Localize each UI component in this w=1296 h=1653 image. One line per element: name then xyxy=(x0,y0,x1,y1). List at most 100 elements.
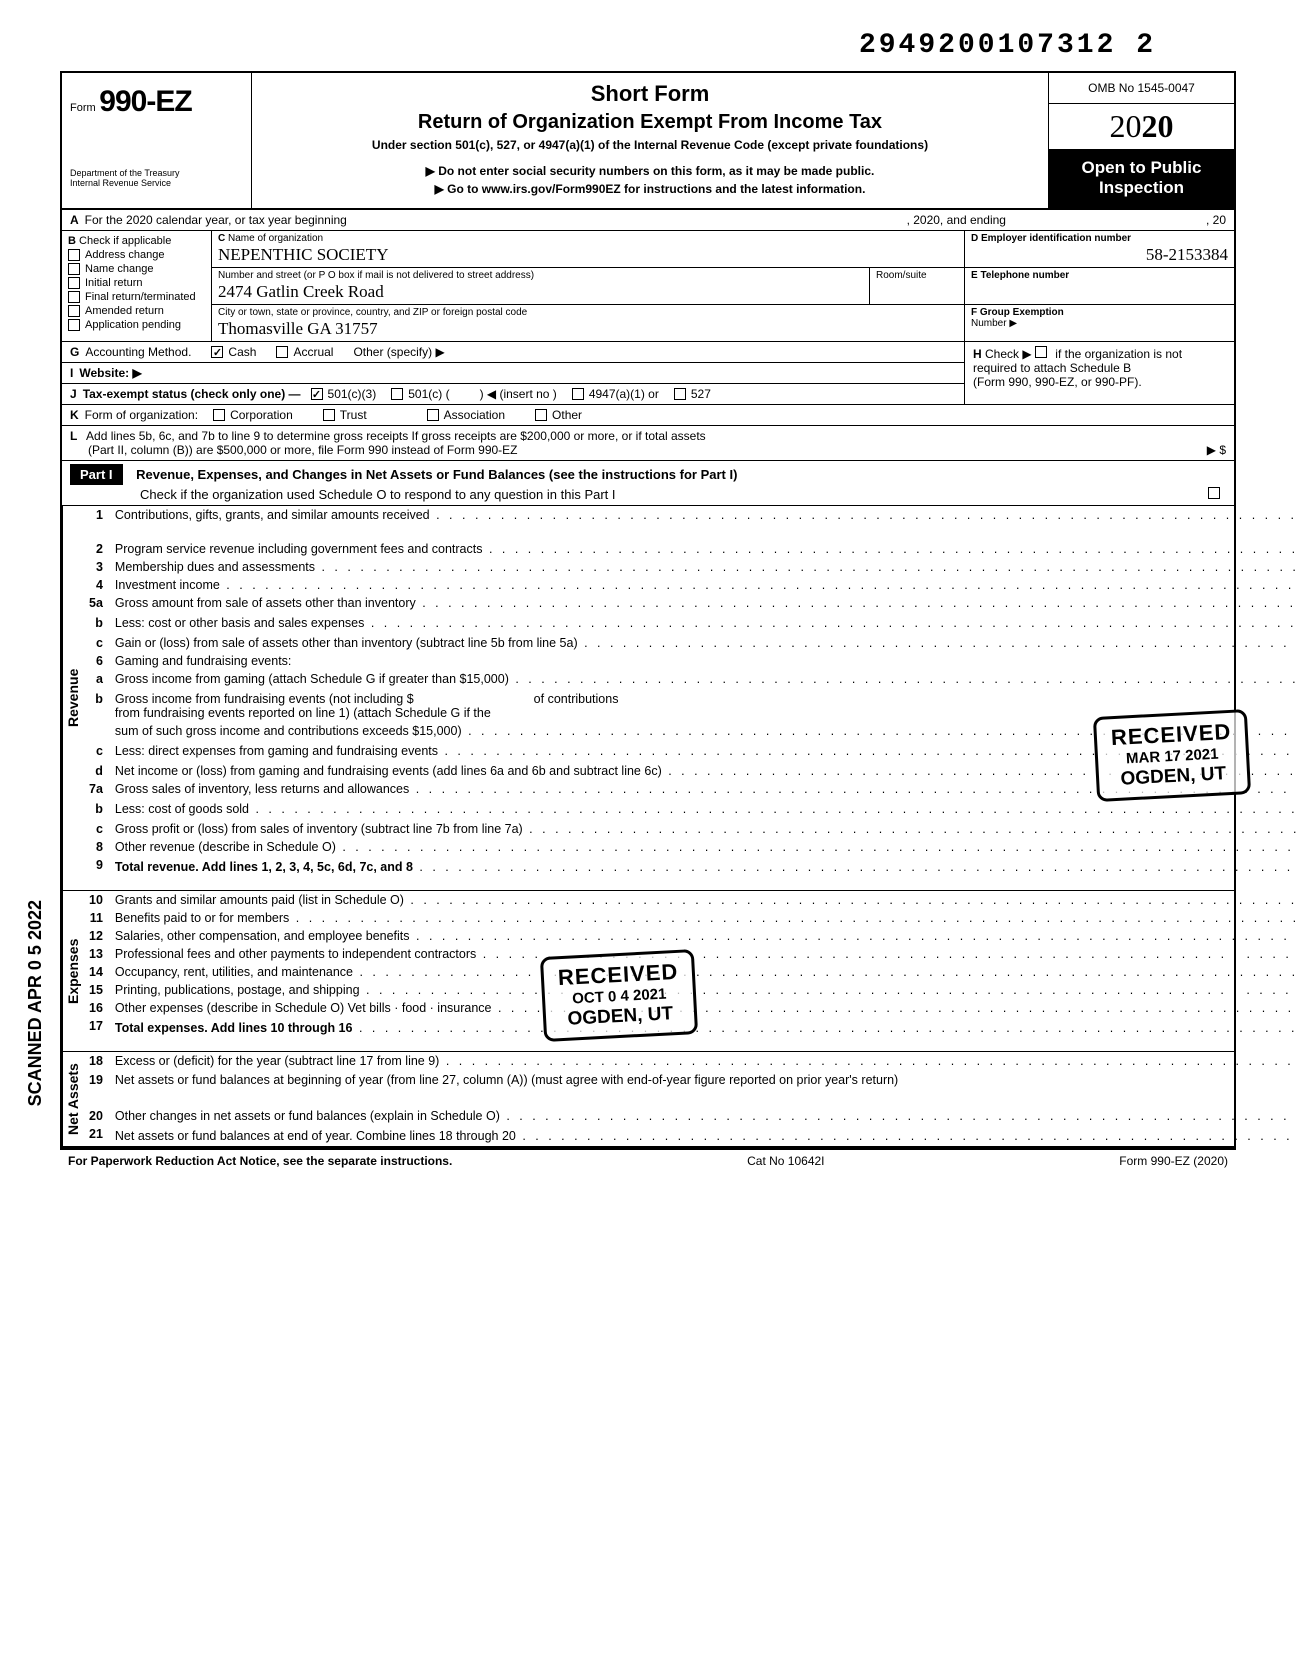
revenue-label: Revenue xyxy=(62,506,83,890)
website-instruction: ▶ Go to www.irs.gov/Form990EZ for instru… xyxy=(264,182,1036,196)
checkbox-amended[interactable] xyxy=(68,305,80,317)
line-2-desc: Program service revenue including govern… xyxy=(115,542,483,556)
year-prefix: 20 xyxy=(1110,108,1142,144)
checkbox-corporation[interactable] xyxy=(213,409,225,421)
line-5b-desc: Less: cost or other basis and sales expe… xyxy=(115,616,364,630)
line-9-num: 9 xyxy=(83,856,109,890)
label-b: B xyxy=(68,235,76,247)
form-number: 990-EZ xyxy=(99,85,191,118)
line-18-desc: Excess or (deficit) for the year (subtra… xyxy=(115,1054,439,1068)
open-public-1: Open to Public xyxy=(1053,158,1230,178)
org-name-value: NEPENTHIC SOCIETY xyxy=(218,245,958,265)
tax-exempt-label: Tax-exempt status (check only one) — xyxy=(83,387,301,401)
label-j: J xyxy=(70,387,77,401)
line-17-num: 17 xyxy=(83,1017,109,1051)
line-20-desc: Other changes in net assets or fund bala… xyxy=(115,1109,500,1123)
line-4-num: 4 xyxy=(83,576,109,594)
checkbox-final-return[interactable] xyxy=(68,291,80,303)
row-i: I Website: ▶ xyxy=(62,363,964,384)
checkbox-schedule-b[interactable] xyxy=(1035,346,1047,358)
line-6d-desc: Net income or (loss) from gaming and fun… xyxy=(115,764,662,778)
label-cash: Cash xyxy=(228,345,256,359)
label-app-pending: Application pending xyxy=(85,319,181,331)
label-accrual: Accrual xyxy=(293,345,333,359)
line-6-desc: Gaming and fundraising events: xyxy=(115,654,292,668)
stamp1-location: OGDEN, UT xyxy=(1112,763,1234,792)
row-h: H Check ▶ if the organization is not req… xyxy=(964,342,1234,404)
line-14-desc: Occupancy, rent, utilities, and maintena… xyxy=(115,965,353,979)
footer: For Paperwork Reduction Act Notice, see … xyxy=(60,1150,1236,1172)
label-address-change: Address change xyxy=(85,249,165,261)
line-7a-num: 7a xyxy=(83,780,109,800)
header-left: Form 990-EZ Department of the Treasury I… xyxy=(62,73,252,208)
part-1-checkline: Check if the organization used Schedule … xyxy=(140,487,616,502)
checkbox-other-org[interactable] xyxy=(535,409,547,421)
checkbox-name-change[interactable] xyxy=(68,263,80,275)
row-h-text2: if the organization is not xyxy=(1055,347,1182,361)
line-19-num: 19 xyxy=(83,1071,109,1089)
open-public-badge: Open to Public Inspection xyxy=(1049,150,1234,208)
label-name-change: Name change xyxy=(85,263,154,275)
row-a-text3: , 20 xyxy=(1206,213,1226,227)
accounting-method-label: Accounting Method. xyxy=(85,345,191,359)
line-6b-desc4: sum of such gross income and contributio… xyxy=(115,724,462,738)
row-h-text3: required to attach Schedule B xyxy=(973,361,1131,375)
phone-label: E Telephone number xyxy=(971,270,1069,281)
document-id-number: 2949200107312 2 xyxy=(60,30,1236,61)
checkbox-527[interactable] xyxy=(674,388,686,400)
checkbox-cash[interactable]: ✓ xyxy=(211,346,223,358)
org-name-label: Name of organization xyxy=(228,233,323,244)
checkbox-initial-return[interactable] xyxy=(68,277,80,289)
checkbox-association[interactable] xyxy=(427,409,439,421)
line-21-num: 21 xyxy=(83,1125,109,1146)
short-form-title: Short Form xyxy=(264,81,1036,107)
line-13-num: 13 xyxy=(83,945,109,963)
checkbox-accrual[interactable] xyxy=(276,346,288,358)
row-j: J Tax-exempt status (check only one) — ✓… xyxy=(62,384,964,404)
footer-right: Form 990-EZ (2020) xyxy=(1119,1154,1228,1168)
line-6a-desc: Gross income from gaming (attach Schedul… xyxy=(115,672,509,686)
checkbox-501c3[interactable]: ✓ xyxy=(311,388,323,400)
ein-value: 58-2153384 xyxy=(971,245,1228,265)
checkbox-4947[interactable] xyxy=(572,388,584,400)
checkbox-501c[interactable] xyxy=(391,388,403,400)
line-3-desc: Membership dues and assessments xyxy=(115,560,315,574)
line-6b-desc1: Gross income from fundraising events (no… xyxy=(115,692,414,706)
row-l-arrow: ▶ $ xyxy=(1207,443,1226,457)
stamp2-location: OGDEN, UT xyxy=(560,1003,682,1032)
checkbox-schedule-o[interactable] xyxy=(1208,487,1220,499)
label-g: G xyxy=(70,345,79,359)
line-7a-desc: Gross sales of inventory, less returns a… xyxy=(115,782,409,796)
city-cell: City or town, state or province, country… xyxy=(212,305,964,341)
ssn-warning: ▶ Do not enter social security numbers o… xyxy=(264,164,1036,178)
line-3-num: 3 xyxy=(83,558,109,576)
footer-mid: Cat No 10642I xyxy=(747,1154,824,1168)
line-5c-desc: Gain or (loss) from sale of assets other… xyxy=(115,636,578,650)
checkbox-trust[interactable] xyxy=(323,409,335,421)
line-16-num: 16 xyxy=(83,999,109,1017)
row-h-text4: (Form 990, 990-EZ, or 990-PF). xyxy=(973,375,1142,389)
label-501c3: 501(c)(3) xyxy=(328,387,377,401)
line-8-desc: Other revenue (describe in Schedule O) xyxy=(115,840,336,854)
subtitle: Under section 501(c), 527, or 4947(a)(1)… xyxy=(264,138,1036,152)
expenses-label: Expenses xyxy=(62,891,83,1051)
line-7c-desc: Gross profit or (loss) from sales of inv… xyxy=(115,822,523,836)
col-b-checkboxes: B Check if applicable Address change Nam… xyxy=(62,231,212,341)
checkbox-address-change[interactable] xyxy=(68,249,80,261)
tax-year: 2020 xyxy=(1049,104,1234,150)
net-assets-label: Net Assets xyxy=(62,1052,83,1146)
form-header: Form 990-EZ Department of the Treasury I… xyxy=(62,73,1234,210)
received-stamp-2: RECEIVED OCT 0 4 2021 OGDEN, UT xyxy=(540,949,699,1042)
row-a-text2: , 2020, and ending xyxy=(907,213,1006,227)
addr-cell: Number and street (or P O box if mail is… xyxy=(212,268,869,304)
city-label: City or town, state or province, country… xyxy=(218,307,527,318)
room-label: Room/suite xyxy=(876,270,927,281)
row-l: L Add lines 5b, 6c, and 7b to line 9 to … xyxy=(62,426,1234,461)
line-6-num: 6 xyxy=(83,652,109,670)
line-16-desc: Other expenses (describe in Schedule O) … xyxy=(115,1001,492,1015)
group-exemption-number: Number ▶ xyxy=(971,318,1017,329)
checkbox-app-pending[interactable] xyxy=(68,319,80,331)
group-exemption-cell: F Group Exemption Number ▶ xyxy=(965,305,1234,341)
line-17-desc: Total expenses. Add lines 10 through 16 xyxy=(115,1021,353,1035)
line-15-desc: Printing, publications, postage, and shi… xyxy=(115,983,360,997)
